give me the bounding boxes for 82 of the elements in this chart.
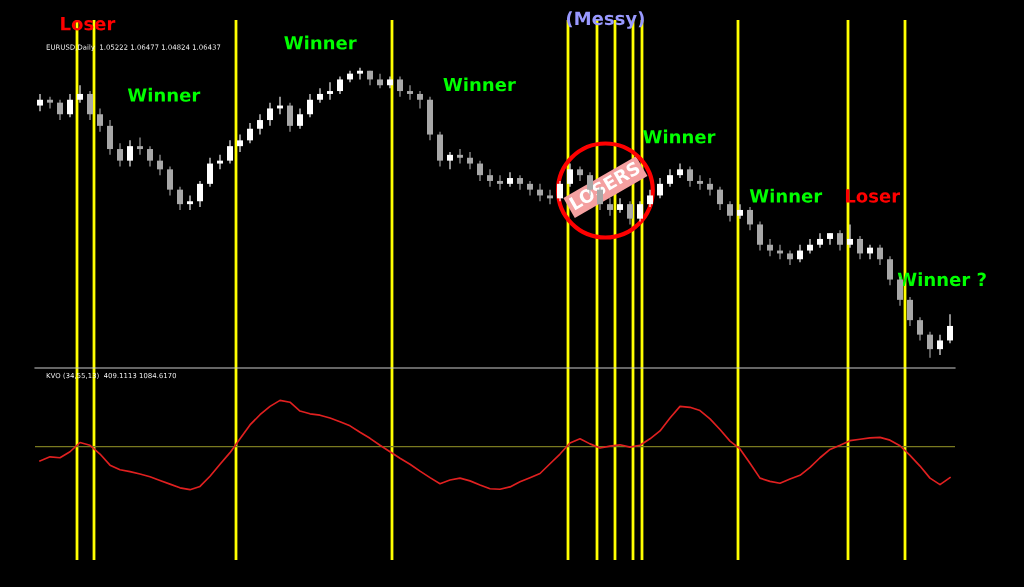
candlestick xyxy=(217,154,223,170)
candlestick xyxy=(717,186,723,211)
candlestick xyxy=(377,73,383,89)
candlestick xyxy=(37,93,43,112)
candlestick xyxy=(817,232,823,249)
candlestick xyxy=(307,93,313,118)
candlestick xyxy=(267,102,273,127)
candlestick xyxy=(737,203,743,220)
candlestick xyxy=(287,102,293,133)
candlestick xyxy=(727,200,733,223)
candlestick xyxy=(677,162,683,179)
candlestick xyxy=(797,244,803,263)
candlestick xyxy=(237,133,243,153)
candlestick xyxy=(137,136,143,156)
candlestick xyxy=(917,316,923,342)
candlestick xyxy=(887,255,893,286)
candlestick xyxy=(357,67,363,81)
candlestick xyxy=(947,313,953,344)
candlestick xyxy=(597,186,603,211)
candlestick xyxy=(707,177,713,197)
candlestick xyxy=(787,249,793,266)
candlestick xyxy=(297,107,303,130)
candlestick xyxy=(487,168,493,188)
candlestick xyxy=(577,165,583,182)
candlestick xyxy=(247,122,253,144)
candlestick xyxy=(77,84,83,104)
candlestick xyxy=(567,162,573,188)
text: (Messy) xyxy=(566,11,644,29)
candlestick xyxy=(517,174,523,191)
candlestick xyxy=(227,139,233,165)
annotation: Winner xyxy=(127,87,201,102)
candlestick xyxy=(907,296,913,327)
candlestick xyxy=(807,238,813,255)
candlestick xyxy=(67,93,73,118)
candlestick xyxy=(657,177,663,199)
candlestick xyxy=(767,238,773,257)
candlestick xyxy=(117,142,123,168)
candlestick xyxy=(587,171,593,197)
candlestick xyxy=(57,99,63,121)
candlestick xyxy=(527,180,533,197)
text: Winner xyxy=(284,35,357,50)
candlestick xyxy=(407,84,413,101)
candlestick xyxy=(147,145,153,168)
candlestick xyxy=(207,157,213,188)
candlestick xyxy=(457,148,463,165)
candlestick xyxy=(857,235,863,260)
candlestick xyxy=(417,90,423,110)
annotation: Winner xyxy=(749,188,823,203)
candlestick xyxy=(747,206,753,231)
candlestick xyxy=(87,90,93,121)
annotation: Winner xyxy=(443,77,516,92)
candlestick xyxy=(757,220,763,252)
candlestick xyxy=(167,165,173,197)
candlestick xyxy=(317,87,323,104)
candlestick xyxy=(97,107,103,133)
candlestick xyxy=(47,96,53,110)
candlestick xyxy=(927,331,933,359)
candlestick xyxy=(447,151,453,170)
candlestick xyxy=(477,160,483,182)
candlestick xyxy=(687,165,693,188)
candlestick xyxy=(937,334,943,356)
candlestick xyxy=(507,171,513,188)
annotation: Winner xyxy=(643,129,716,144)
candlestick xyxy=(877,244,883,266)
candlestick xyxy=(197,180,203,208)
candlestick xyxy=(397,75,403,98)
candlestick xyxy=(497,174,503,191)
candlestick xyxy=(187,194,193,211)
candlestick xyxy=(837,229,843,252)
candlestick xyxy=(827,232,833,246)
candlestick xyxy=(847,223,853,249)
candlestick xyxy=(127,139,133,168)
candlestick xyxy=(257,113,263,136)
candlestick xyxy=(467,151,473,170)
candlestick xyxy=(107,119,113,156)
candlestick xyxy=(547,189,553,205)
candlestick xyxy=(667,168,673,188)
candlestick xyxy=(177,186,183,211)
candlestick xyxy=(697,174,703,191)
candlestick xyxy=(557,180,563,202)
candlestick xyxy=(327,81,333,101)
candlestick xyxy=(157,154,163,176)
